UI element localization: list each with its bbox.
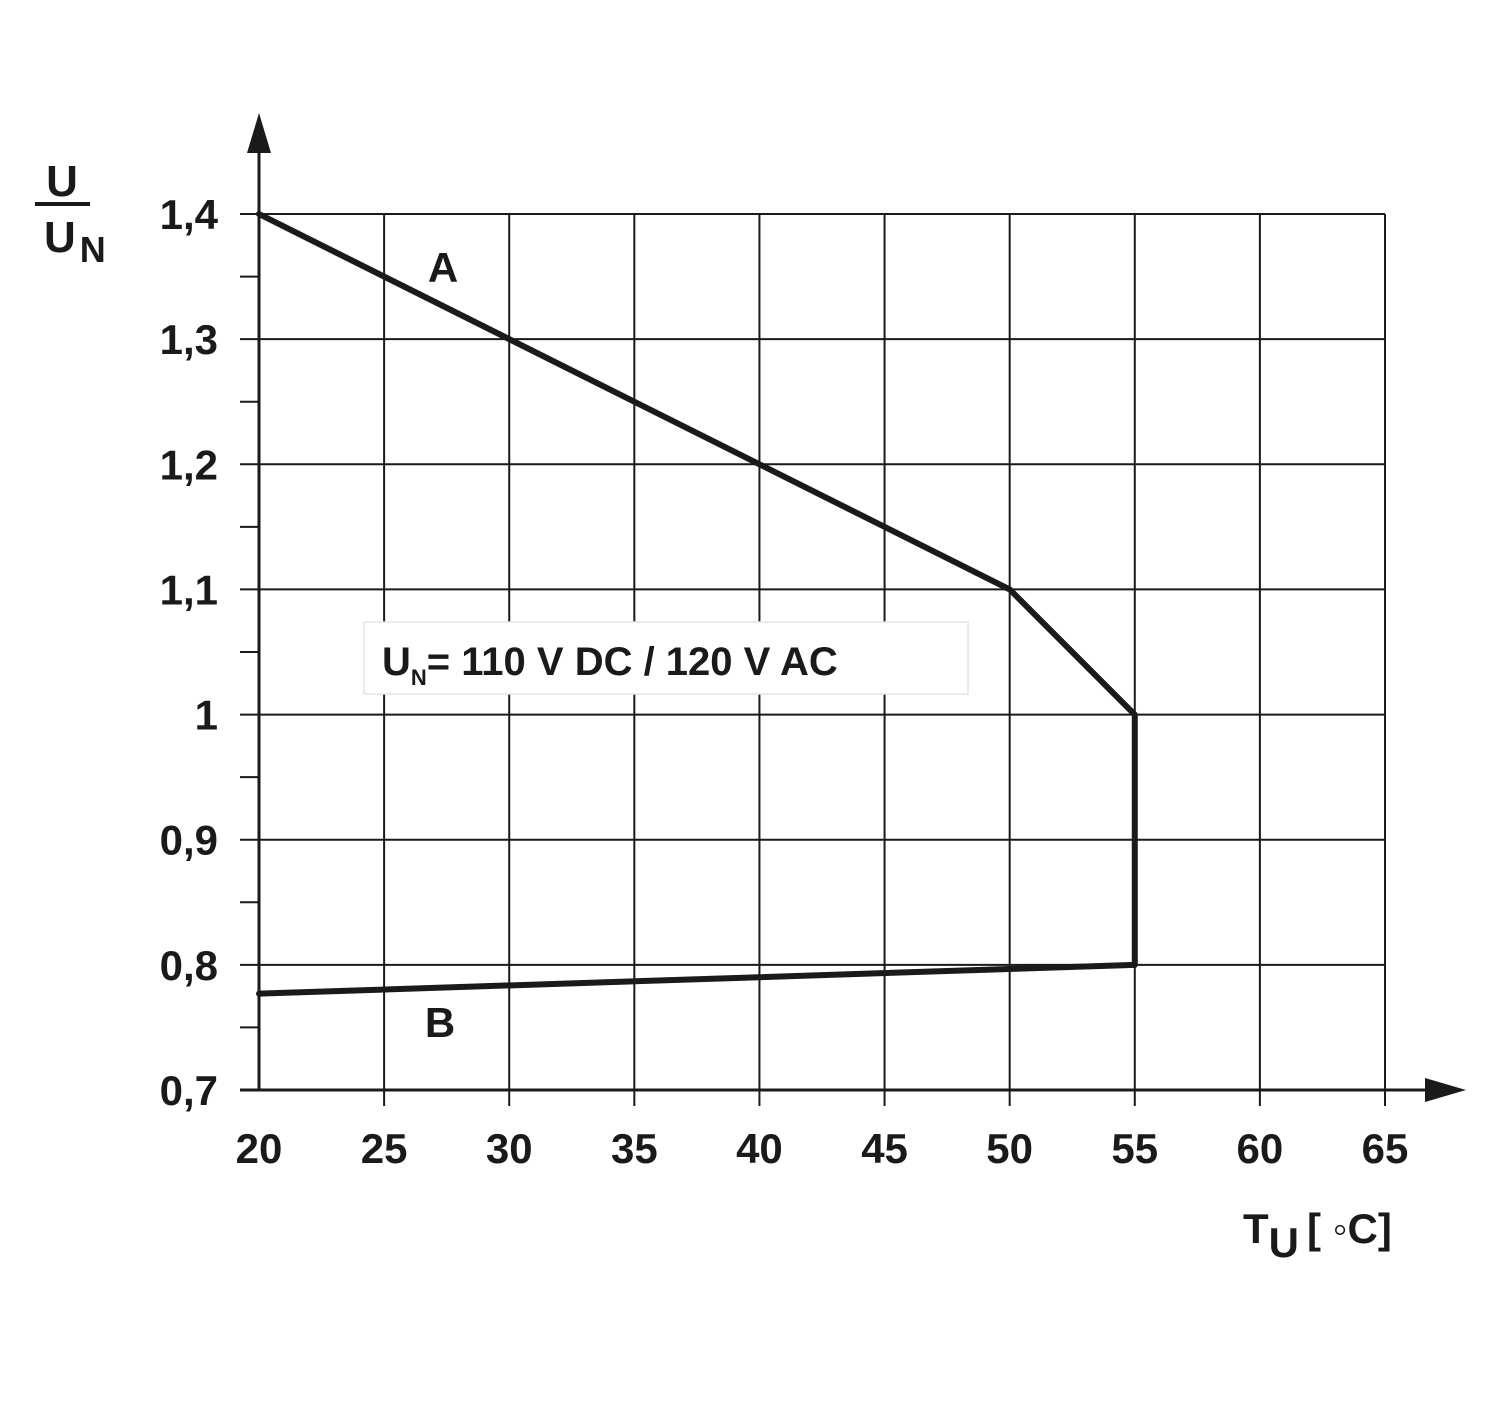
x-tick-label: 20	[236, 1125, 283, 1172]
tick-labels: 20 25 30 35 40 45 50 55 60 65 0,7 0,8 0,9 1 1,1 1,2 1,3 1…	[160, 191, 1409, 1172]
x-tick-label: 55	[1111, 1125, 1158, 1172]
x-tick-label: 40	[736, 1125, 783, 1172]
series-line-B	[256, 961, 1138, 997]
axes	[240, 113, 1466, 1102]
series-label-B: B	[425, 999, 455, 1046]
x-tick-label: 60	[1237, 1125, 1284, 1172]
annotation-main: U	[382, 640, 411, 684]
y-tick-label: 1,1	[160, 566, 218, 613]
x-axis-label: TU[ ◦C]	[1243, 1205, 1392, 1266]
x-label-main: T	[1243, 1205, 1269, 1252]
annotation-rest: = 110 V DC / 120 V AC	[427, 640, 838, 684]
y-tick-label: 0,9	[160, 817, 218, 864]
y-tick-label: 1,2	[160, 441, 218, 488]
annotation-sub: N	[411, 665, 427, 690]
svg-text:UN= 110 V DC / 120 V AC: UN= 110 V DC / 120 V AC	[382, 640, 838, 690]
x-tick-label: 35	[611, 1125, 658, 1172]
series-line-A	[256, 211, 1138, 968]
y-tick-label: 1,3	[160, 316, 218, 363]
x-label-sub: U	[1269, 1219, 1299, 1266]
series: AB	[256, 211, 1138, 1046]
x-label-unit: [ ◦C]	[1307, 1205, 1392, 1252]
y-tick-label: 1,4	[160, 191, 219, 238]
y-tick-label: 1	[195, 692, 218, 739]
grid	[240, 213, 1386, 1106]
annotation-box: UN= 110 V DC / 120 V AC	[363, 621, 969, 695]
x-tick-label: 45	[861, 1125, 908, 1172]
x-tick-label: 65	[1362, 1125, 1409, 1172]
x-tick-label: 30	[486, 1125, 533, 1172]
y-label-numerator: U	[46, 157, 78, 206]
x-axis-arrow-icon	[1425, 1078, 1466, 1102]
x-tick-label: 50	[986, 1125, 1033, 1172]
y-tick-label: 0,8	[160, 942, 218, 989]
svg-text:TU[ ◦C]: TU[ ◦C]	[1243, 1205, 1392, 1266]
series-label-A: A	[428, 244, 458, 291]
y-tick-label: 0,7	[160, 1067, 218, 1114]
x-tick-label: 25	[361, 1125, 408, 1172]
y-axis-arrow-icon	[247, 113, 271, 153]
